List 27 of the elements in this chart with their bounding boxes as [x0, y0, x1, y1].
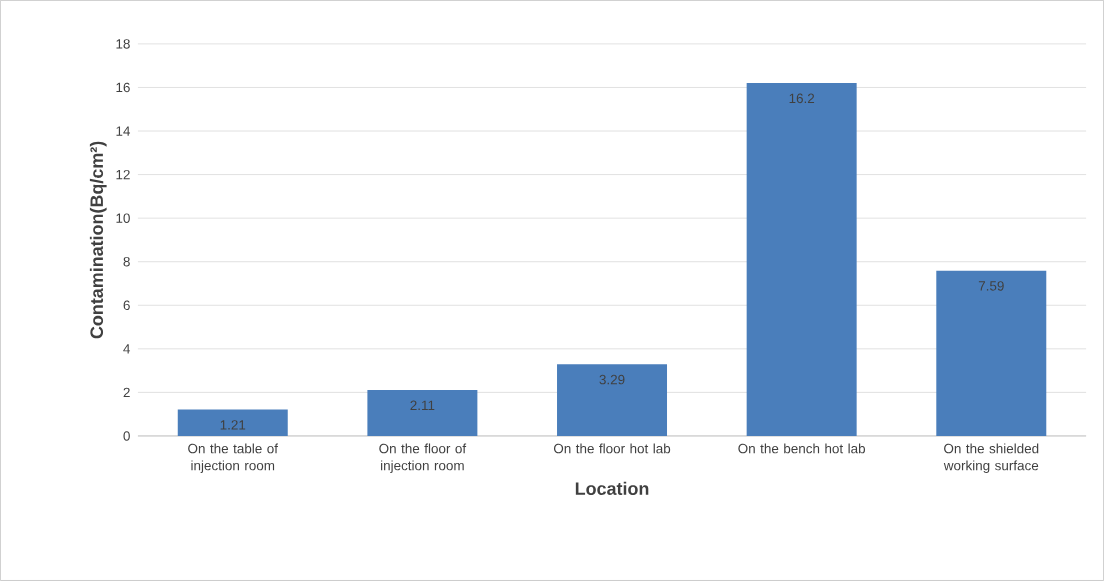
data-label: 2.11	[410, 400, 435, 410]
x-tick-label: On the floor hot lab	[553, 443, 671, 454]
data-label: 16.2	[789, 93, 815, 104]
data-label: 3.29	[599, 374, 625, 385]
y-axis-title: Contamination(Bq/cm²)	[89, 141, 107, 339]
y-tick-label: 2	[123, 387, 130, 398]
y-tick-label: 12	[116, 169, 130, 180]
y-tick-label: 8	[123, 257, 130, 267]
bar	[177, 409, 288, 437]
y-tick-label: 18	[116, 39, 130, 49]
y-tick-label: 4	[123, 344, 131, 354]
y-tick-label: 10	[116, 213, 130, 223]
x-tick-label: On the shielded working surface	[943, 443, 1039, 474]
x-axis-title: Location	[575, 481, 649, 496]
bar	[746, 83, 857, 437]
x-tick-label: On the table of injection room	[188, 443, 278, 474]
x-tick-label: On the floor of injection room	[379, 443, 467, 474]
data-label: 7.59	[978, 281, 1004, 291]
x-tick-label: On the bench hot lab	[738, 443, 866, 454]
y-tick-label: 0	[123, 431, 130, 441]
y-tick-label: 16	[116, 82, 130, 93]
bar	[936, 270, 1047, 437]
data-label: 1.21	[220, 420, 246, 430]
y-tick-label: 14	[116, 126, 131, 136]
bar	[367, 390, 478, 437]
bar	[557, 364, 668, 437]
y-tick-label: 6	[123, 300, 130, 311]
